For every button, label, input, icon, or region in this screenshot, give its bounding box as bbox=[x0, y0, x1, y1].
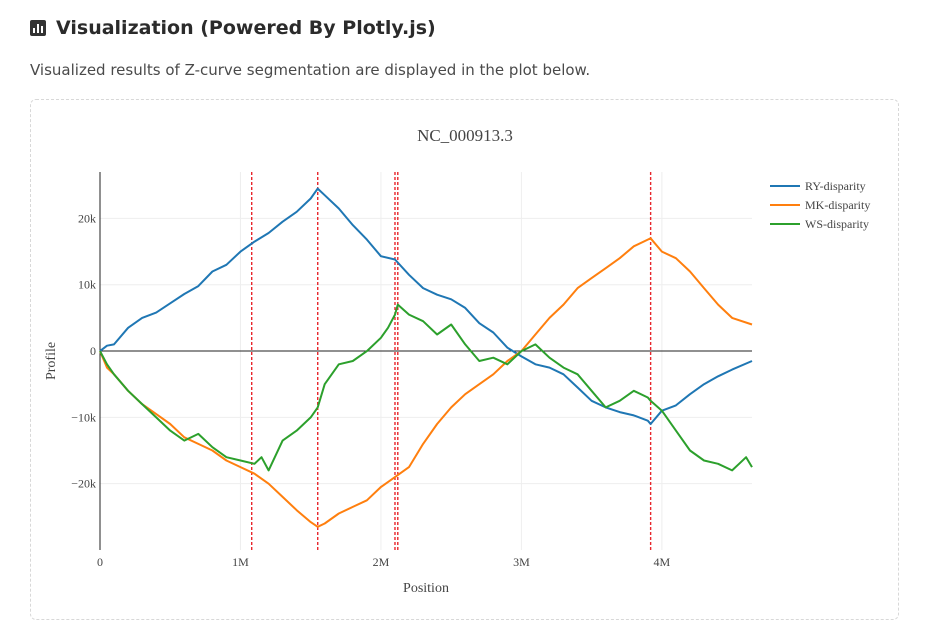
legend[interactable]: RY-disparity MK-disparity WS-disparity bbox=[770, 179, 870, 231]
section-title: Visualization (Powered By Plotly.js) bbox=[56, 17, 436, 39]
series-line-MK-disparity[interactable] bbox=[99, 237, 753, 528]
x-tick-label-3: 3M bbox=[513, 555, 530, 569]
tick-labels: 0 1M 2M 3M 4M −20k −10k 0 10k 20k bbox=[71, 211, 670, 569]
series-line-WS-disparity[interactable] bbox=[99, 303, 753, 472]
plot-card bbox=[30, 99, 899, 620]
section-subtitle: Visualized results of Z-curve segmentati… bbox=[30, 61, 591, 79]
y-tick-label-0: −20k bbox=[71, 477, 96, 491]
x-axis-label: Position bbox=[403, 581, 449, 596]
y-tick-label-4: 20k bbox=[78, 211, 96, 225]
y-tick-label-2: 0 bbox=[90, 344, 96, 358]
x-tick-label-2: 2M bbox=[373, 555, 390, 569]
legend-label-RY-disparity[interactable]: RY-disparity bbox=[805, 179, 866, 193]
axes bbox=[99, 172, 752, 550]
legend-label-WS-disparity[interactable]: WS-disparity bbox=[805, 217, 869, 231]
legend-label-MK-disparity[interactable]: MK-disparity bbox=[805, 198, 870, 212]
x-tick-label-0: 0 bbox=[97, 555, 103, 569]
x-tick-label-1: 1M bbox=[232, 555, 249, 569]
series-lines[interactable] bbox=[99, 187, 753, 528]
y-tick-label-3: 10k bbox=[78, 278, 96, 292]
chart-title: NC_000913.3 bbox=[417, 126, 513, 145]
y-tick-label-1: −10k bbox=[71, 410, 96, 424]
section-header: Visualization (Powered By Plotly.js) bbox=[30, 17, 436, 39]
x-tick-label-4: 4M bbox=[654, 555, 671, 569]
y-axis-label: Profile bbox=[44, 342, 59, 380]
bar-chart-icon bbox=[30, 20, 46, 36]
grid-lines bbox=[100, 172, 752, 550]
segment-boundaries bbox=[251, 172, 652, 550]
series-line-RY-disparity[interactable] bbox=[99, 187, 753, 425]
